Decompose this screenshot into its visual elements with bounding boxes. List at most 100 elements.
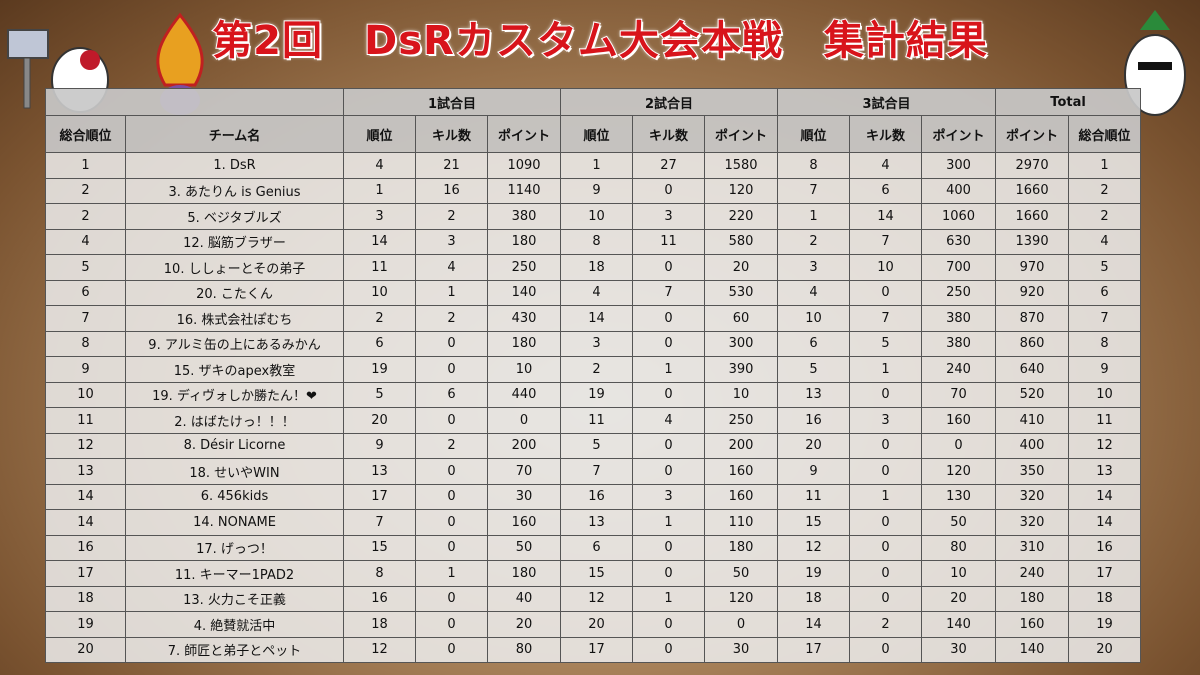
cell: 2	[560, 356, 634, 383]
cell: 7	[632, 279, 706, 306]
cell: 80	[921, 534, 997, 561]
group-header: 3試合目	[777, 88, 997, 116]
cell: 21	[415, 152, 488, 179]
cell: 0	[486, 407, 562, 434]
cell: 440	[486, 381, 562, 408]
cell: 0	[632, 305, 706, 332]
cell: 1	[849, 356, 923, 383]
column-header: ポイント	[995, 115, 1070, 153]
cell: 920	[995, 279, 1070, 306]
team-name: 14. NONAME	[125, 509, 344, 536]
cell: 18	[343, 611, 416, 638]
cell: 5	[560, 432, 634, 459]
cell: 160	[486, 509, 562, 536]
cell: 80	[486, 636, 562, 663]
results-table: 1試合目 2試合目 3試合目 Total 総合順位 チーム名 順位 キル数 ポイント 順位 キル数ポ…	[45, 88, 1142, 663]
cell: 10	[45, 381, 126, 408]
cell: 4	[45, 228, 126, 255]
cell: 20	[704, 254, 779, 281]
cell: 15	[343, 534, 416, 561]
cell: 160	[995, 611, 1070, 638]
group-header: 2試合目	[560, 88, 779, 116]
cell: 17	[1068, 560, 1142, 587]
cell: 6	[777, 330, 851, 357]
cell: 300	[921, 152, 997, 179]
cell: 19	[45, 611, 126, 638]
cell: 19	[777, 560, 851, 587]
table-row: 8 9. アルミ缶の上にあるみかん 6 0 180 3 0 300 6 5 380 860 8	[45, 330, 1142, 357]
cell: 20	[486, 611, 562, 638]
cell: 860	[995, 330, 1070, 357]
cell: 10	[704, 381, 779, 408]
column-header: キル数	[415, 115, 488, 153]
cell: 16	[343, 585, 416, 612]
cell: 3	[632, 203, 706, 230]
cell: 1580	[704, 152, 779, 179]
table-row: 2 3. あたりん is Genius 1 16 1140 9 0 120 7 6 400 1660 2	[45, 177, 1142, 204]
table-row: 2 5. ベジタブルズ 3 2 380 10 3 220 1 14 1060 1660 2	[45, 203, 1142, 230]
table-row: 6 20. こたくん 10 1 140 4 7 530 4 0 250 920 6	[45, 279, 1142, 306]
cell: 300	[704, 330, 779, 357]
team-name: 13. 火力こそ正義	[125, 585, 344, 612]
cell: 2	[1068, 177, 1142, 204]
table-row: 11 2. はばたけっ！！！ 20 0 0 11 4 250 16 3 160 410 11	[45, 407, 1142, 434]
cell: 70	[486, 458, 562, 485]
cell: 16	[1068, 534, 1142, 561]
cell: 50	[486, 534, 562, 561]
cell: 250	[921, 279, 997, 306]
cell: 18	[1068, 585, 1142, 612]
cell: 1140	[486, 177, 562, 204]
cell: 7	[849, 228, 923, 255]
cell: 580	[704, 228, 779, 255]
cell: 9	[1068, 356, 1142, 383]
cell: 5	[849, 330, 923, 357]
team-name: 1. DsR	[125, 152, 344, 179]
cell: 380	[921, 330, 997, 357]
team-name: 11. キーマー1PAD2	[125, 560, 344, 587]
cell: 3	[777, 254, 851, 281]
team-name: 16. 株式会社ぽむち	[125, 305, 344, 332]
table-row: 13 18. せいやWIN 13 0 70 7 0 160 9 0 120 350 13	[45, 458, 1142, 485]
cell: 11	[1068, 407, 1142, 434]
cell: 50	[704, 560, 779, 587]
cell: 4	[1068, 228, 1142, 255]
cell: 4	[343, 152, 416, 179]
cell: 5	[45, 254, 126, 281]
cell: 430	[486, 305, 562, 332]
cell: 530	[704, 279, 779, 306]
team-name: 18. せいやWIN	[125, 458, 344, 485]
cell: 2	[45, 203, 126, 230]
cell: 0	[849, 560, 923, 587]
cell: 0	[632, 458, 706, 485]
cell: 2	[45, 177, 126, 204]
table-row: 14 6. 456kids 17 0 30 16 3 160 11 1 130 320 14	[45, 483, 1142, 510]
cell: 12	[343, 636, 416, 663]
cell: 0	[415, 534, 488, 561]
cell: 10	[849, 254, 923, 281]
cell: 11	[632, 228, 706, 255]
cell: 10	[560, 203, 634, 230]
team-name: 8. Désir Licorne	[125, 432, 344, 459]
cell: 1	[632, 585, 706, 612]
cell: 120	[704, 177, 779, 204]
cell: 16	[415, 177, 488, 204]
team-name: 15. ザキのapex教室	[125, 356, 344, 383]
cell: 180	[486, 330, 562, 357]
table-row: 20 7. 師匠と弟子とペット 12 0 80 17 0 30 17 0 30 140 20	[45, 636, 1142, 663]
cell: 200	[704, 432, 779, 459]
cell: 520	[995, 381, 1070, 408]
group-header: Total	[995, 88, 1142, 116]
cell: 0	[632, 381, 706, 408]
cell: 9	[45, 356, 126, 383]
cell: 1	[343, 177, 416, 204]
cell: 350	[995, 458, 1070, 485]
cell: 140	[995, 636, 1070, 663]
cell: 50	[921, 509, 997, 536]
cell: 1	[415, 279, 488, 306]
table-row: 7 16. 株式会社ぽむち 2 2 430 14 0 60 10 7 380 870 7	[45, 305, 1142, 332]
cell: 30	[921, 636, 997, 663]
cell: 870	[995, 305, 1070, 332]
cell: 20	[777, 432, 851, 459]
cell: 140	[921, 611, 997, 638]
cell: 380	[921, 305, 997, 332]
